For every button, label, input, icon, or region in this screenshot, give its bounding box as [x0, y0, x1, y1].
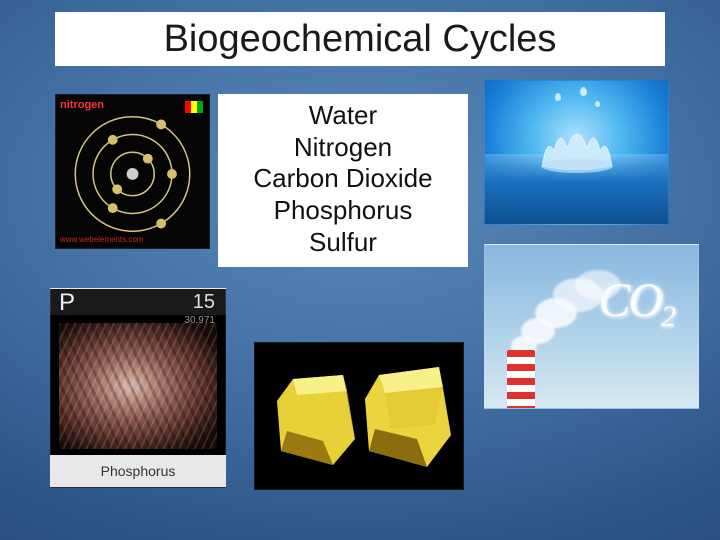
smokestack-icon [507, 350, 535, 408]
cycle-item: Carbon Dioxide [218, 163, 468, 195]
co2-image: CO2 [484, 244, 699, 409]
splash-crown-icon [532, 116, 622, 176]
nitrogen-image: nitrogen www.webelements.com [55, 94, 210, 249]
water-drop-icon [580, 87, 587, 96]
water-image [484, 80, 669, 225]
cycle-item: Sulfur [218, 227, 468, 259]
atomic-number: 15 [193, 291, 215, 314]
slide: Biogeochemical Cycles Water Nitrogen Car… [0, 0, 720, 540]
cycle-item: Water [218, 100, 468, 132]
cycle-item: Phosphorus [218, 195, 468, 227]
nitrogen-source-url: www.webelements.com [60, 235, 144, 244]
slide-title: Biogeochemical Cycles [55, 12, 665, 66]
water-drop-icon [595, 101, 600, 107]
sulfur-image [254, 342, 464, 490]
sulfur-crystal-icon [363, 365, 455, 473]
sulfur-crystal-icon [273, 371, 361, 471]
phosphorus-image: P 15 30.971 Phosphorus [50, 288, 226, 488]
atom-diagram-icon [56, 95, 209, 248]
co2-formula: CO2 [598, 273, 674, 328]
water-drop-icon [555, 93, 561, 101]
cycle-item: Nitrogen [218, 132, 468, 164]
mineral-photo-icon [59, 323, 217, 449]
phosphorus-caption: Phosphorus [51, 463, 225, 479]
cycle-list: Water Nitrogen Carbon Dioxide Phosphorus… [218, 94, 468, 267]
element-symbol: P [59, 289, 75, 317]
